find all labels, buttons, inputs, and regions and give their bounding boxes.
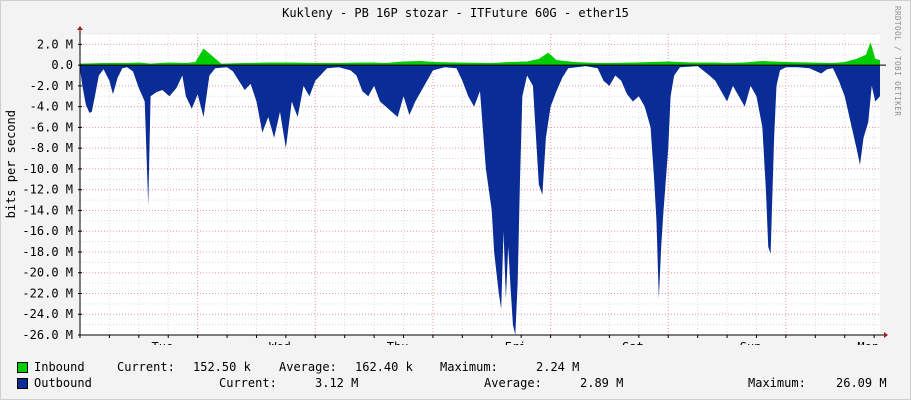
y-tick-label: -16.0 M bbox=[22, 224, 73, 238]
x-axis-arrow bbox=[884, 332, 888, 338]
x-tick-label: Wed bbox=[269, 340, 291, 345]
x-tick-label: Thu bbox=[387, 340, 409, 345]
y-tick-label: -4.0 M bbox=[30, 100, 73, 114]
outbound-legend-label: Outbound bbox=[34, 376, 92, 390]
inbound-current-value: 152.50 k bbox=[193, 360, 251, 374]
y-tick-label: -22.0 M bbox=[22, 286, 73, 300]
y-tick-label: -20.0 M bbox=[22, 266, 73, 280]
y-tick-label: 2.0 M bbox=[37, 37, 73, 51]
x-tick-label: Tue bbox=[152, 340, 174, 345]
outbound-current-label: Current: bbox=[219, 376, 277, 390]
inbound-average-value: 162.40 k bbox=[355, 360, 413, 374]
y-tick-label: 0.0 bbox=[51, 58, 73, 72]
y-tick-label: -18.0 M bbox=[22, 245, 73, 259]
outbound-current-value: 3.12 M bbox=[315, 376, 359, 390]
y-tick-label: -24.0 M bbox=[22, 307, 73, 321]
inbound-maximum-value: 2.24 M bbox=[536, 360, 580, 374]
y-tick-label: -26.0 M bbox=[22, 328, 73, 342]
y-tick-label: -12.0 M bbox=[22, 183, 73, 197]
inbound-average-label: Average: bbox=[279, 360, 337, 374]
traffic-chart: 2.0 M 0.0 -2.0 M -4.0 M -6.0 M -8.0 M -10.0 M -… bbox=[22, 26, 888, 345]
outbound-maximum-label: Maximum: bbox=[748, 376, 806, 390]
x-tick-label: Mon bbox=[857, 340, 879, 345]
chart-title: Kukleny - PB 16P stozar - ITFuture 60G -… bbox=[282, 6, 629, 20]
x-tick-label: Sun bbox=[740, 340, 762, 345]
y-tick-label: -2.0 M bbox=[30, 79, 73, 93]
y-tick-label: -14.0 M bbox=[22, 203, 73, 217]
y-tick-label: -8.0 M bbox=[30, 141, 73, 155]
inbound-current-label: Current: bbox=[117, 360, 175, 374]
inbound-legend-label: Inbound bbox=[34, 360, 85, 374]
x-tick-label: Fri bbox=[504, 340, 526, 345]
outbound-average-label: Average: bbox=[484, 376, 542, 390]
inbound-swatch bbox=[17, 362, 28, 373]
outbound-swatch bbox=[17, 378, 28, 389]
outbound-average-value: 2.89 M bbox=[580, 376, 624, 390]
y-tick-label: -10.0 M bbox=[22, 162, 73, 176]
inbound-area bbox=[80, 42, 880, 66]
outbound-maximum-value: 26.09 M bbox=[836, 376, 887, 390]
watermark-text: RRDTOOL / TOBI OETIKER bbox=[893, 6, 902, 117]
inbound-maximum-label: Maximum: bbox=[440, 360, 498, 374]
rrdtool-watermark: RRDTOOL / TOBI OETIKER bbox=[893, 6, 907, 226]
x-tick-label: Sat bbox=[622, 340, 644, 345]
y-tick-label: -6.0 M bbox=[30, 120, 73, 134]
y-axis-arrow bbox=[77, 26, 83, 30]
